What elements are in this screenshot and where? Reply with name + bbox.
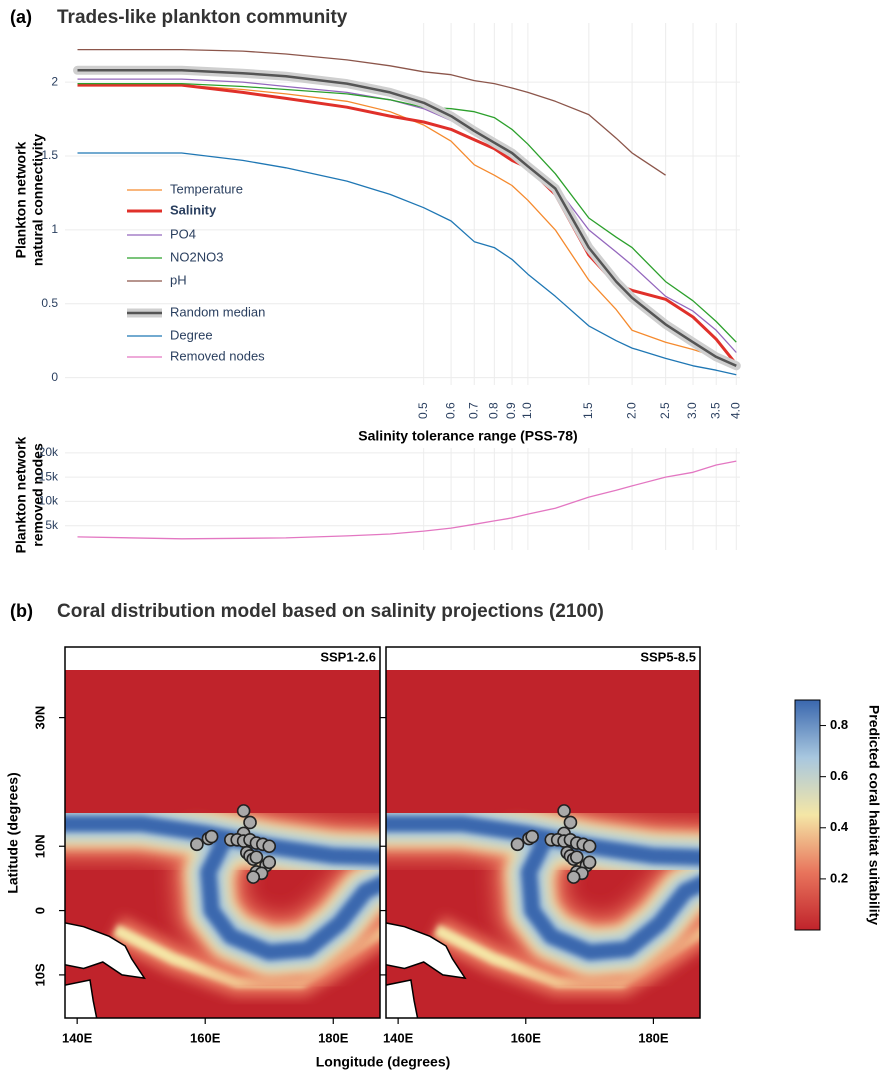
- coral-site: [262, 839, 277, 854]
- series-line: [77, 152, 737, 376]
- y-axis-title: natural connectivity: [30, 134, 46, 266]
- coral-site: [249, 850, 264, 864]
- y-tick-label: 1: [51, 222, 58, 236]
- colorbar-tick-label: 0.4: [830, 819, 849, 834]
- land: [65, 979, 98, 1018]
- coral-site: [204, 829, 219, 844]
- series-line: [77, 48, 666, 176]
- suitability-ribbon: [521, 836, 700, 961]
- y-tick-label: 2: [51, 74, 58, 88]
- x-tick-label: 1.5: [581, 402, 595, 419]
- series-line: [77, 82, 737, 343]
- x-tick-label: 2.5: [658, 402, 672, 419]
- x-tick-label: 3.5: [708, 402, 722, 419]
- x-tick-label: 3.0: [685, 402, 699, 419]
- coral-site: [557, 804, 571, 818]
- panel-title: Trades-like plankton community: [57, 7, 348, 28]
- coral-site: [243, 815, 257, 830]
- coral-site: [570, 850, 584, 864]
- legend-label: PO4: [170, 226, 196, 241]
- y-tick-label: 20k: [39, 445, 59, 459]
- legend-label: pH: [170, 272, 187, 287]
- map-frame: [64, 646, 381, 1019]
- coral-site: [262, 855, 277, 870]
- land: [386, 922, 467, 980]
- y-tick-label: 15k: [39, 469, 59, 483]
- x-tick-label: 0.7: [466, 402, 480, 419]
- panel-label: (b): [10, 601, 33, 621]
- y-tick-label: 5k: [45, 518, 59, 532]
- x-tick-label: 180E: [318, 1030, 349, 1045]
- coral-site: [582, 855, 597, 870]
- x-tick-label: 1.0: [520, 402, 534, 419]
- series-line: [77, 69, 737, 367]
- colorbar-tick-label: 0.2: [830, 870, 848, 885]
- y-tick-label: 0.5: [41, 296, 58, 310]
- x-axis-title: Longitude (degrees): [316, 1054, 451, 1070]
- map-frame: [385, 646, 701, 1019]
- x-tick-label: 160E: [511, 1030, 542, 1045]
- colorbar-tick-label: 0.6: [830, 768, 848, 783]
- y-tick-label: 10k: [39, 494, 59, 508]
- coral-site: [510, 837, 525, 852]
- y-axis-title: Latitude (degrees): [5, 772, 21, 893]
- coral-site: [236, 804, 251, 818]
- legend-label: Removed nodes: [170, 348, 265, 363]
- y-tick-label: 30N: [32, 706, 47, 730]
- x-tick-label: 2.0: [624, 402, 638, 419]
- x-tick-label: 4.0: [728, 402, 742, 419]
- coral-site: [525, 829, 539, 844]
- colorbar: [794, 699, 821, 931]
- y-tick-label: 1.5: [41, 148, 58, 162]
- coral-site: [246, 870, 261, 884]
- legend-label: Salinity: [170, 202, 217, 217]
- map-field: [65, 670, 380, 1018]
- y-tick-label: 10S: [32, 963, 47, 986]
- colorbar-title: Predicted coral habitat suitability: [866, 705, 882, 925]
- legend-label: NO2NO3: [170, 249, 223, 264]
- panel-label: (a): [10, 7, 32, 27]
- x-tick-label: 0.9: [504, 402, 518, 419]
- x-tick-label: 160E: [190, 1030, 221, 1045]
- x-tick-label: 0.6: [443, 402, 457, 419]
- y-axis-title: removed nodes: [30, 443, 46, 547]
- colorbar-tick-label: 0.8: [830, 717, 848, 732]
- x-axis-title: Salinity tolerance range (PSS-78): [358, 428, 577, 444]
- legend-label: Random median: [170, 304, 265, 319]
- coral-site: [190, 837, 204, 852]
- legend-label: Degree: [170, 327, 213, 342]
- series-line: [77, 84, 737, 367]
- x-tick-label: 180E: [638, 1030, 669, 1045]
- series-line: [77, 460, 737, 540]
- y-tick-label: 10N: [32, 834, 47, 858]
- map-subtitle: SSP5-8.5: [640, 649, 696, 664]
- x-tick-label: 0.5: [416, 402, 430, 419]
- coral-site: [566, 870, 581, 884]
- x-tick-label: 0.8: [487, 402, 501, 419]
- land: [386, 979, 419, 1018]
- legend-label: Temperature: [170, 181, 243, 196]
- panel-title: Coral distribution model based on salini…: [57, 601, 604, 622]
- y-tick-label: 0: [51, 370, 58, 384]
- coral-site: [563, 815, 578, 830]
- median-band: [73, 65, 741, 371]
- y-axis-title: Plankton network: [13, 436, 29, 553]
- coral-site: [582, 839, 597, 854]
- map-subtitle: SSP1-2.6: [320, 649, 376, 664]
- y-axis-title: Plankton network: [13, 141, 29, 258]
- land: [65, 922, 146, 980]
- series-line: [77, 83, 738, 366]
- map-field: [386, 670, 700, 1018]
- x-tick-label: 140E: [383, 1030, 414, 1045]
- y-tick-label: 0: [32, 907, 47, 914]
- x-tick-label: 140E: [62, 1030, 93, 1045]
- suitability-ribbon: [200, 836, 380, 961]
